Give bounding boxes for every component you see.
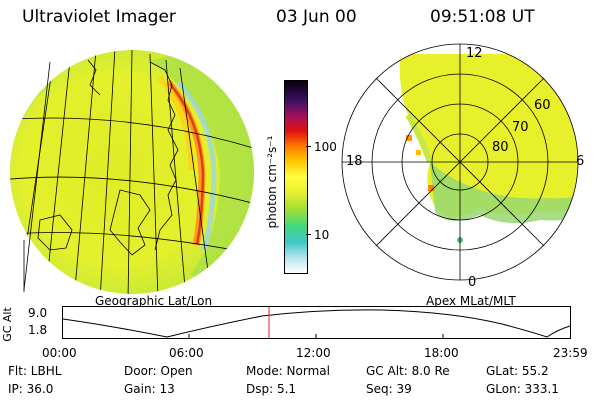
info-gain: Gain: 13 (124, 382, 175, 396)
altitude-xtick-0600: 06:00 (169, 346, 204, 360)
altitude-xtick-0000: 00:00 (42, 346, 77, 360)
info-ip: IP: 36.0 (8, 382, 54, 396)
info-glat: GLat: 55.2 (486, 364, 549, 378)
polar-plot (341, 43, 579, 281)
date-label: 03 Jun 00 (276, 7, 357, 27)
altitude-xtick-2359: 23:59 (553, 346, 588, 360)
geographic-image (10, 50, 254, 294)
altitude-ytick-low: 1.8 (28, 323, 48, 337)
info-dsp: Dsp: 5.1 (246, 382, 297, 396)
altitude-ytick-high: 9.0 (28, 306, 48, 320)
mlt-label-18: 18 (346, 154, 363, 169)
colorbar-unit-label: photon cm⁻²s⁻¹ (265, 135, 279, 229)
mlt-label-6: 6 (576, 154, 585, 169)
info-gc-alt: GC Alt: 8.0 Re (366, 364, 450, 378)
colorbar-tick-10: 10 (314, 228, 330, 242)
colorbar-tick-100: 100 (314, 140, 337, 154)
app-title: Ultraviolet Imager (22, 7, 176, 27)
lat-label-80: 80 (492, 140, 509, 155)
altitude-xtick-1800: 18:00 (424, 346, 459, 360)
altitude-xtick-1200: 12:00 (296, 346, 331, 360)
mlt-label-12: 12 (466, 46, 483, 61)
info-mode: Mode: Normal (246, 364, 330, 378)
time-label: 09:51:08 UT (430, 7, 535, 27)
colorbar-tick-mark (306, 234, 311, 235)
info-filter: Flt: LBHL (8, 364, 62, 378)
right-panel-caption: Apex MLat/MLT (426, 294, 516, 308)
altitude-plot (62, 306, 571, 339)
info-glon: GLon: 333.1 (486, 382, 559, 396)
left-panel-caption: Geographic Lat/Lon (95, 294, 213, 308)
info-door: Door: Open (124, 364, 193, 378)
info-seq: Seq: 39 (366, 382, 412, 396)
mlt-label-0: 0 (468, 275, 477, 290)
lat-label-70: 70 (512, 120, 529, 135)
lat-label-60: 60 (534, 98, 551, 113)
altitude-ylabel: GC Alt (0, 307, 14, 342)
colorbar (284, 80, 308, 274)
colorbar-tick-mark (306, 146, 311, 147)
